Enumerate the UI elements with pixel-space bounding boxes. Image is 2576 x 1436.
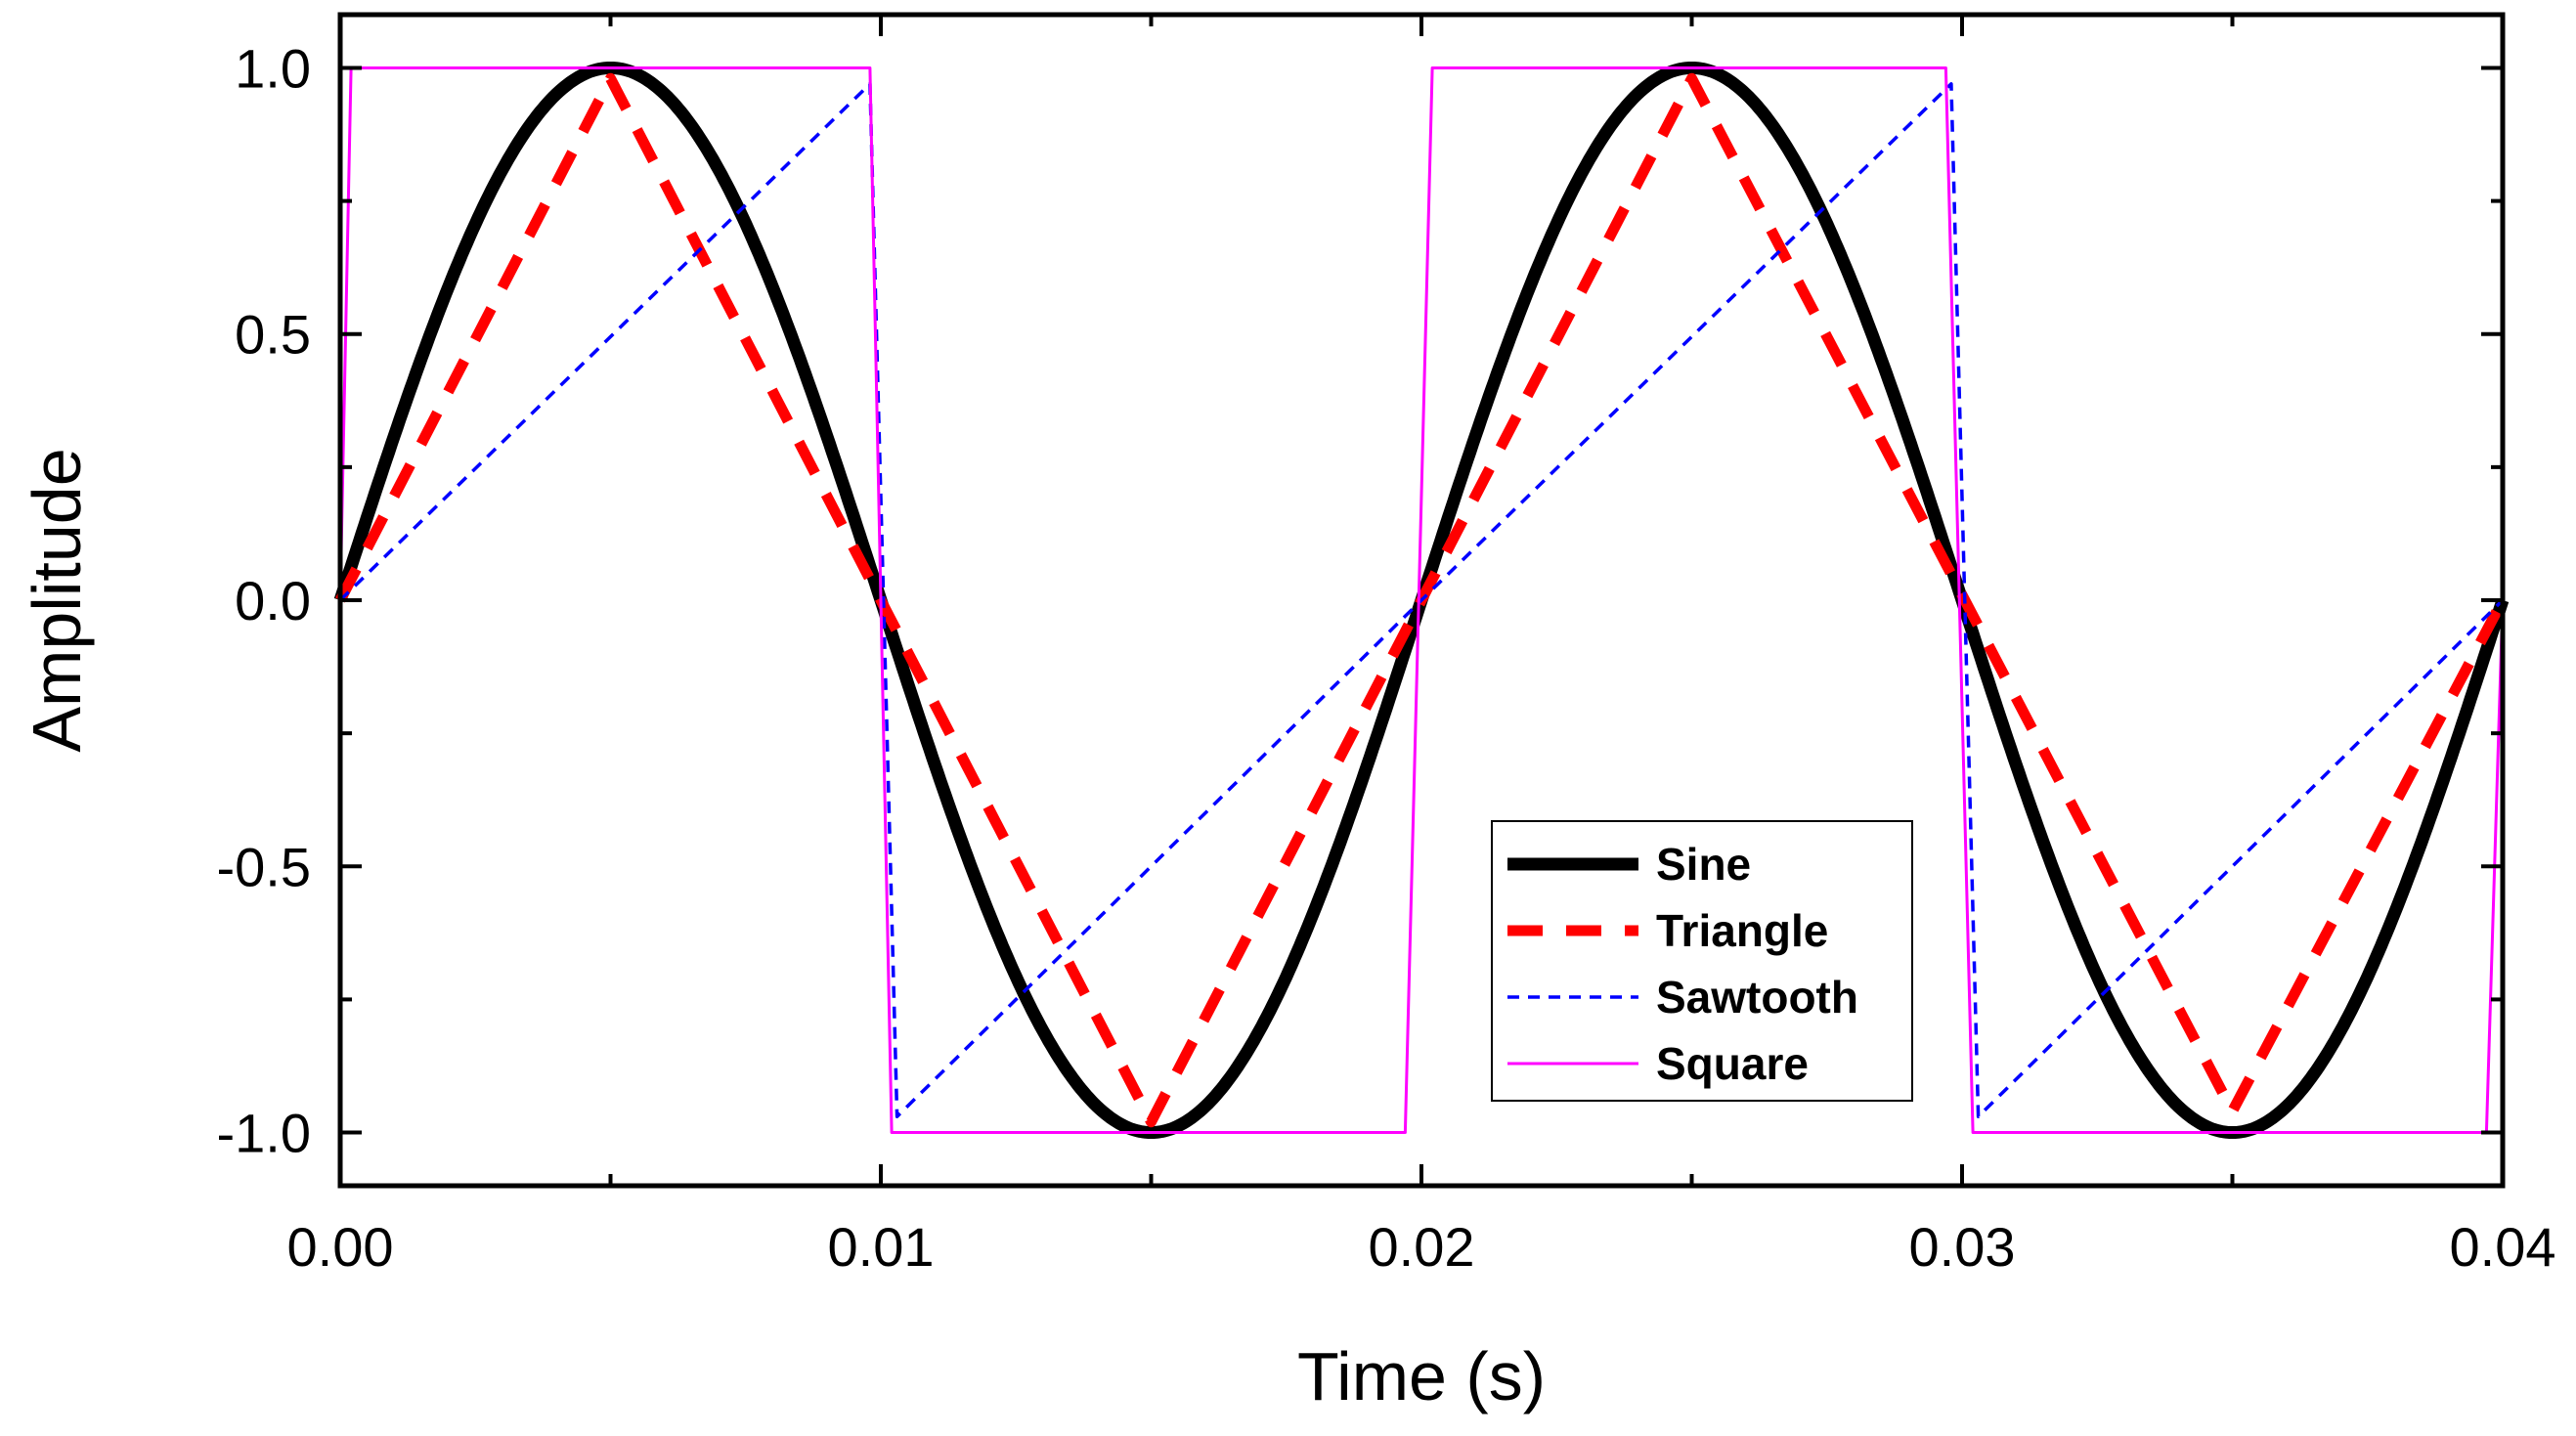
y-tick-labels: -1.0 -0.5 0.0 0.5 1.0 bbox=[217, 37, 312, 1163]
y-tick-label: 0.5 bbox=[235, 304, 311, 366]
x-tick-label: 0.02 bbox=[1369, 1216, 1475, 1278]
series-layer bbox=[333, 62, 2510, 1139]
y-tick-label: -1.0 bbox=[217, 1103, 312, 1164]
legend-label-square: Square bbox=[1656, 1038, 1809, 1089]
ticks-layer bbox=[338, 15, 2505, 1186]
x-tick-label: 0.00 bbox=[287, 1216, 394, 1278]
legend-label-triangle: Triangle bbox=[1656, 905, 1828, 956]
y-tick-label: 0.0 bbox=[235, 570, 311, 631]
x-axis-title: Time (s) bbox=[1297, 1338, 1546, 1414]
legend-items: Sine Triangle Sawtooth Square bbox=[1507, 839, 1858, 1089]
legend: Sine Triangle Sawtooth Square bbox=[1491, 820, 1913, 1102]
y-tick-label: 1.0 bbox=[235, 37, 311, 99]
series-line-sawtooth bbox=[338, 82, 2505, 1118]
y-tick-label: -0.5 bbox=[217, 836, 312, 897]
x-tick-label: 0.04 bbox=[2450, 1216, 2556, 1278]
series-line-square bbox=[338, 66, 2505, 1134]
y-axis-title: Amplitude bbox=[19, 448, 95, 752]
x-tick-label: 0.03 bbox=[1909, 1216, 2016, 1278]
legend-label-sawtooth: Sawtooth bbox=[1656, 972, 1858, 1023]
x-tick-label: 0.01 bbox=[828, 1216, 935, 1278]
x-tick-labels: 0.00 0.01 0.02 0.03 0.04 bbox=[287, 1216, 2556, 1278]
legend-label-sine: Sine bbox=[1656, 839, 1751, 890]
